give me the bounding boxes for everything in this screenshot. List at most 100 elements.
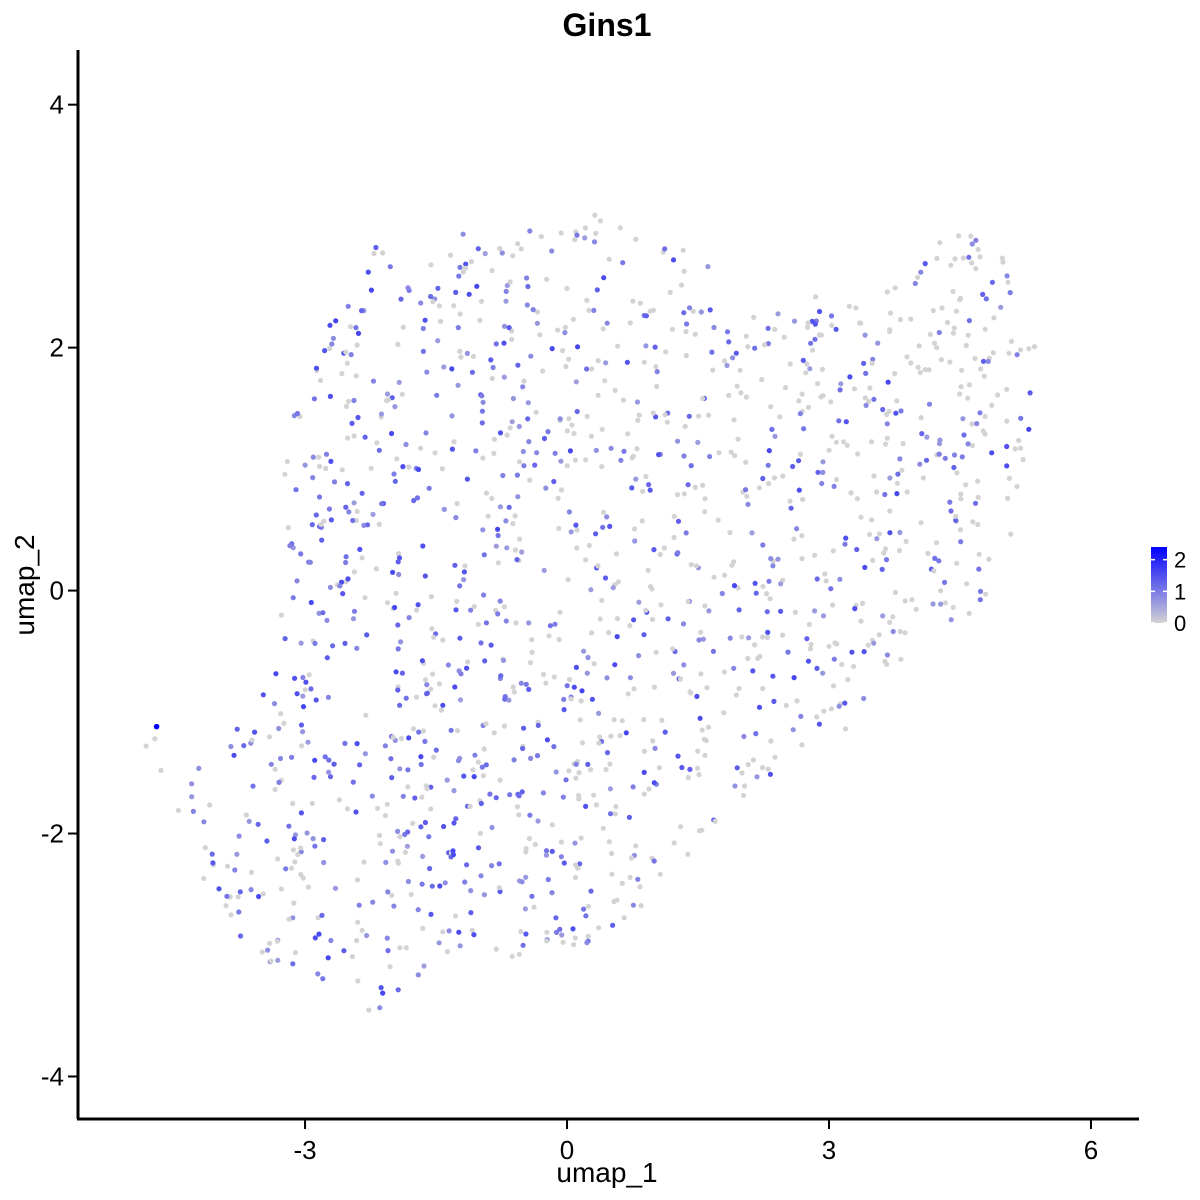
scatter-point xyxy=(300,704,307,710)
scatter-point xyxy=(953,308,960,314)
scatter-point xyxy=(453,816,459,822)
scatter-point xyxy=(667,289,673,295)
scatter-point xyxy=(897,628,903,635)
scatter-point xyxy=(361,859,367,865)
scatter-point xyxy=(698,671,704,677)
scatter-point xyxy=(646,482,652,488)
scatter-point xyxy=(519,549,525,555)
scatter-point xyxy=(234,726,240,732)
scatter-point xyxy=(364,932,370,939)
scatter-point xyxy=(420,348,426,354)
x-axis-ticks: -3 0 3 6 xyxy=(293,1119,1098,1165)
scatter-point xyxy=(499,250,505,256)
scatter-point xyxy=(326,769,332,775)
scatter-point xyxy=(324,655,330,661)
scatter-point xyxy=(610,585,616,591)
scatter-point xyxy=(627,320,633,326)
scatter-point xyxy=(619,880,625,887)
scatter-point xyxy=(384,935,390,941)
scatter-point xyxy=(760,685,766,692)
scatter-point xyxy=(483,721,489,727)
scatter-point xyxy=(451,788,457,794)
scatter-point xyxy=(489,824,495,831)
scatter-point xyxy=(599,426,605,432)
scatter-point xyxy=(143,743,149,749)
scatter-point xyxy=(767,771,774,777)
scatter-point xyxy=(1020,457,1026,463)
scatter-point xyxy=(503,618,509,624)
scatter-point xyxy=(805,320,811,326)
scatter-point xyxy=(523,931,529,937)
scatter-point xyxy=(936,451,942,457)
scatter-point xyxy=(272,766,278,772)
scatter-point xyxy=(923,457,930,463)
scatter-point xyxy=(529,893,535,899)
scatter-point xyxy=(406,735,412,741)
scatter-point xyxy=(823,578,829,584)
scatter-point xyxy=(420,325,426,332)
scatter-point xyxy=(656,765,663,771)
scatter-point xyxy=(370,511,376,517)
scatter-point xyxy=(816,308,823,315)
scatter-point xyxy=(1018,445,1024,451)
scatter-point xyxy=(966,610,972,616)
scatter-point xyxy=(631,526,638,532)
scatter-point xyxy=(428,911,434,918)
scatter-point xyxy=(808,641,814,648)
scatter-point xyxy=(406,464,412,470)
scatter-point xyxy=(553,915,559,921)
scatter-point xyxy=(521,378,527,384)
scatter-point xyxy=(516,951,522,957)
scatter-point xyxy=(566,676,573,683)
scatter-point xyxy=(558,487,565,493)
scatter-point xyxy=(833,439,840,445)
scatter-point xyxy=(665,616,671,622)
scatter-point xyxy=(514,557,520,563)
scatter-point xyxy=(274,938,280,944)
scatter-point xyxy=(726,392,732,399)
scatter-point xyxy=(243,812,249,818)
scatter-point xyxy=(604,750,611,756)
scatter-point xyxy=(640,488,646,494)
scatter-point xyxy=(281,720,287,726)
scatter-point xyxy=(393,669,399,675)
scatter-point xyxy=(585,654,591,661)
scatter-point xyxy=(591,239,598,245)
scatter-point xyxy=(559,932,565,938)
scatter-point xyxy=(696,637,702,643)
scatter-point xyxy=(378,411,385,417)
scatter-point xyxy=(385,600,391,606)
scatter-point xyxy=(521,463,527,469)
scatter-point xyxy=(653,649,659,655)
scatter-point xyxy=(970,519,976,525)
scatter-point xyxy=(806,621,812,628)
scatter-point xyxy=(575,344,581,350)
scatter-point xyxy=(581,648,587,654)
scatter-point xyxy=(438,318,444,324)
scatter-point xyxy=(732,783,738,789)
scatter-point xyxy=(340,591,346,597)
scatter-point xyxy=(472,752,478,758)
scatter-point xyxy=(743,459,749,465)
scatter-point xyxy=(305,884,311,890)
scatter-point xyxy=(797,411,803,417)
scatter-point xyxy=(729,562,735,568)
scatter-point xyxy=(839,661,845,668)
scatter-point xyxy=(930,601,936,607)
scatter-point xyxy=(354,937,360,944)
scatter-point xyxy=(915,364,921,370)
scatter-point xyxy=(354,741,360,747)
scatter-point xyxy=(357,762,363,768)
scatter-point xyxy=(594,287,600,293)
scatter-point xyxy=(1006,475,1013,481)
scatter-point xyxy=(617,733,623,739)
scatter-point xyxy=(504,282,510,289)
scatter-point xyxy=(299,743,305,749)
scatter-point xyxy=(768,556,774,562)
scatter-point xyxy=(501,374,507,380)
scatter-point xyxy=(627,874,633,880)
scatter-point xyxy=(395,622,401,628)
scatter-point xyxy=(977,588,984,595)
scatter-point xyxy=(216,886,222,892)
scatter-point xyxy=(989,450,995,456)
